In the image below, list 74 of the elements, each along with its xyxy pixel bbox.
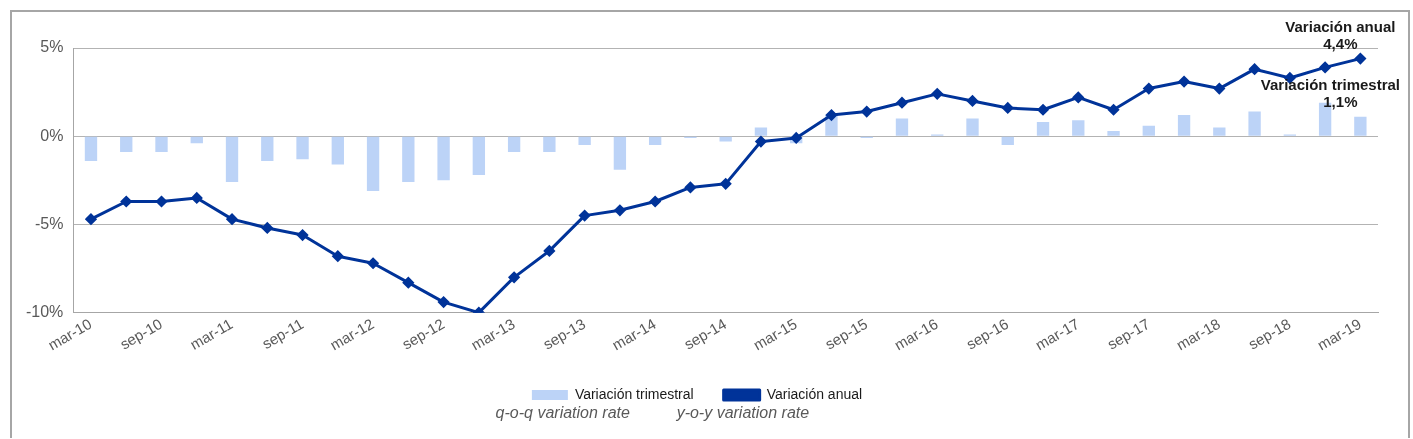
bar <box>1142 125 1155 136</box>
point <box>720 178 732 190</box>
point <box>438 296 450 308</box>
bar <box>895 118 909 136</box>
annotation: Variación trimestral 1,1% <box>1260 76 1400 111</box>
y-tick-label: -10% <box>25 303 64 321</box>
point <box>614 204 626 216</box>
bar <box>296 136 309 160</box>
point <box>1002 102 1014 114</box>
bar <box>1213 127 1226 136</box>
y-tick-label: 5% <box>40 38 64 56</box>
legend-label: Variación trimestral <box>574 385 694 402</box>
bar <box>1072 120 1085 136</box>
point <box>931 88 943 100</box>
point <box>1178 76 1190 88</box>
bar <box>648 136 662 146</box>
point <box>1213 83 1225 95</box>
point <box>191 192 203 204</box>
point <box>1249 63 1261 75</box>
point <box>684 181 696 193</box>
bar <box>1107 130 1120 136</box>
bar <box>543 136 556 153</box>
point <box>967 95 978 107</box>
point <box>755 136 767 148</box>
bar <box>472 136 486 176</box>
bar <box>719 136 732 142</box>
bar <box>366 136 380 191</box>
point <box>896 97 908 109</box>
y-tick-label: 0% <box>40 126 64 144</box>
point <box>332 250 344 262</box>
point <box>1354 53 1366 65</box>
bar <box>331 136 344 165</box>
bar <box>84 136 98 161</box>
point <box>825 109 837 121</box>
annotation: Variación anual 4,4% <box>1285 18 1396 53</box>
point <box>579 210 591 222</box>
point <box>861 106 873 118</box>
bar <box>155 136 168 153</box>
point <box>790 132 802 144</box>
point <box>508 271 520 283</box>
bar <box>613 136 627 170</box>
bar <box>507 136 521 153</box>
bar <box>1248 111 1261 136</box>
point <box>1143 83 1155 95</box>
point <box>120 196 132 207</box>
bar <box>966 118 979 136</box>
point <box>402 277 414 289</box>
bar <box>225 136 239 183</box>
bar <box>120 136 133 153</box>
bar <box>578 136 591 146</box>
point <box>1319 61 1331 73</box>
text: y-o-y variation rate <box>675 404 810 422</box>
text: q-o-q variation rate <box>495 404 631 422</box>
point <box>261 222 273 234</box>
point <box>156 196 167 207</box>
y-tick-label: -5% <box>34 214 64 232</box>
bar <box>754 127 768 136</box>
point <box>226 213 238 225</box>
point <box>1108 104 1120 116</box>
bar <box>261 136 274 161</box>
bar <box>1354 116 1367 136</box>
bar <box>1001 136 1014 146</box>
bar <box>1036 122 1050 136</box>
bar <box>437 136 450 181</box>
point <box>297 229 309 241</box>
bar <box>402 136 415 183</box>
bar <box>1177 115 1191 136</box>
point <box>367 257 379 269</box>
legend-label: Variación anual <box>766 385 863 402</box>
point <box>1072 91 1084 103</box>
point <box>85 213 97 225</box>
point <box>649 196 661 207</box>
point <box>543 245 555 257</box>
point <box>1037 104 1049 116</box>
